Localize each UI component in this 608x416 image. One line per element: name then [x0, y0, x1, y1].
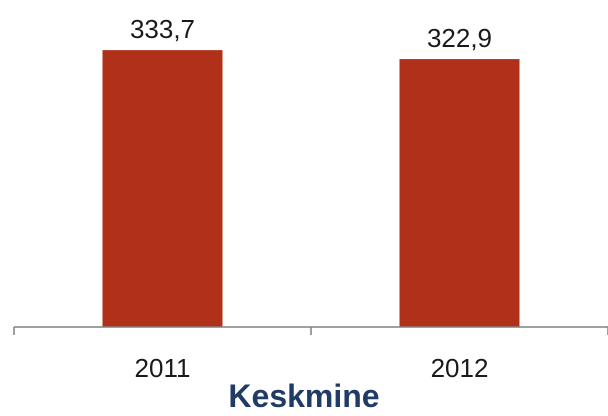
- x-axis-title: Keskmine: [228, 378, 380, 414]
- x-tick-label-2012: 2012: [431, 353, 489, 383]
- x-tick-label-2011: 2011: [135, 353, 191, 383]
- data-label-2012: 322,9: [427, 23, 492, 53]
- bar-2011: [102, 50, 223, 327]
- bar-2012: [399, 59, 520, 328]
- data-label-2011: 333,7: [130, 14, 195, 44]
